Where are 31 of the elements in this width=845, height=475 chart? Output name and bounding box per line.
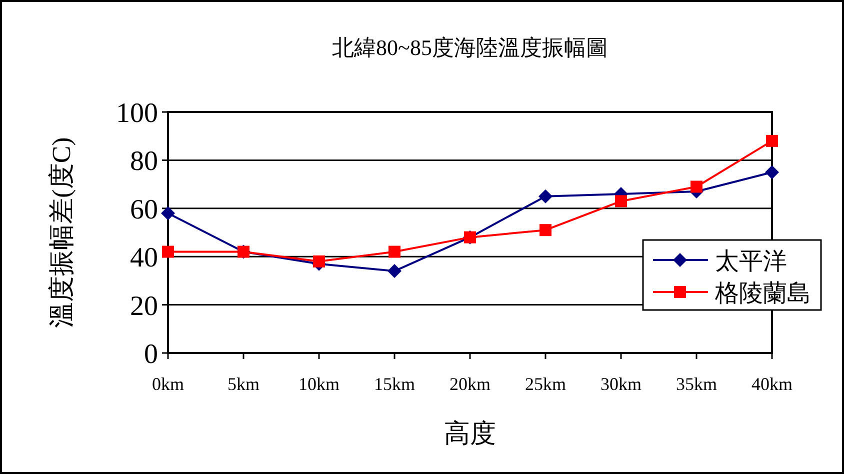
point: [162, 246, 174, 258]
x-tick-label: 25km: [524, 374, 566, 394]
point: [765, 165, 779, 180]
chart-title: 北緯80~85度海陸溫度振幅圖: [332, 35, 608, 60]
y-tick-label: 0: [144, 339, 158, 370]
y-axis-title: 溫度振幅差(度C): [47, 137, 76, 328]
point: [388, 264, 402, 278]
x-tick-label: 0km: [152, 374, 184, 394]
legend-label: 太平洋: [715, 249, 787, 275]
y-tick-label: 80: [130, 146, 158, 178]
x-tick-label: 10km: [298, 374, 340, 394]
x-tick-label: 30km: [600, 374, 642, 394]
x-axis-title: 高度: [444, 419, 496, 448]
point: [538, 189, 552, 204]
point: [690, 180, 702, 193]
point: [313, 255, 325, 268]
point: [615, 195, 627, 208]
x-tick-label: 35km: [676, 374, 718, 394]
point: [766, 134, 778, 147]
y-tick-label: 100: [116, 98, 158, 129]
y-tick-label: 60: [130, 194, 158, 226]
legend-label: 格陵蘭島: [714, 281, 811, 307]
x-tick-label: 20km: [449, 374, 491, 394]
point: [388, 246, 400, 258]
x-tick-label: 5km: [227, 374, 260, 394]
y-tick-label: 40: [130, 242, 158, 274]
y-tick-label: 20: [130, 290, 158, 322]
x-tick-label: 15km: [374, 374, 416, 394]
x-tick-label: 40km: [751, 374, 793, 394]
point: [540, 224, 552, 236]
point: [161, 206, 175, 220]
